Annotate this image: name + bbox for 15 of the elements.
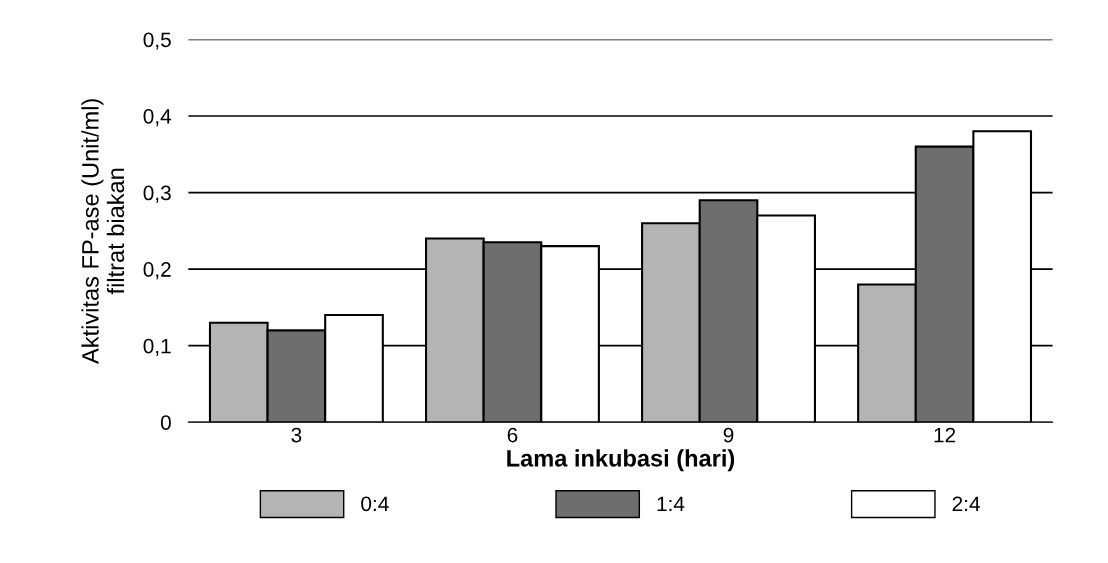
x-axis-title: Lama inkubasi (hari) — [507, 449, 735, 472]
x-tick-label: 6 — [507, 427, 518, 443]
y-tick-label: 0 — [160, 415, 171, 430]
y-tick-label: 0,1 — [143, 338, 171, 356]
legend-label: 0:4 — [361, 496, 389, 512]
y-tick-label: 0,4 — [143, 108, 172, 127]
legend-label: 2:4 — [952, 496, 980, 511]
y-tick-label: 0,3 — [143, 185, 171, 203]
legend-label: 1:4 — [657, 496, 685, 511]
y-tick-label: 0,5 — [143, 32, 171, 50]
x-tick-label: 3 — [291, 427, 302, 443]
y-axis-title: Aktivitas FP-ase (Unit/ml) filtrat biakan — [81, 99, 125, 364]
x-tick-label: 9 — [723, 427, 734, 443]
x-tick-label: 12 — [934, 427, 956, 443]
y-tick-label: 0,2 — [143, 262, 171, 280]
